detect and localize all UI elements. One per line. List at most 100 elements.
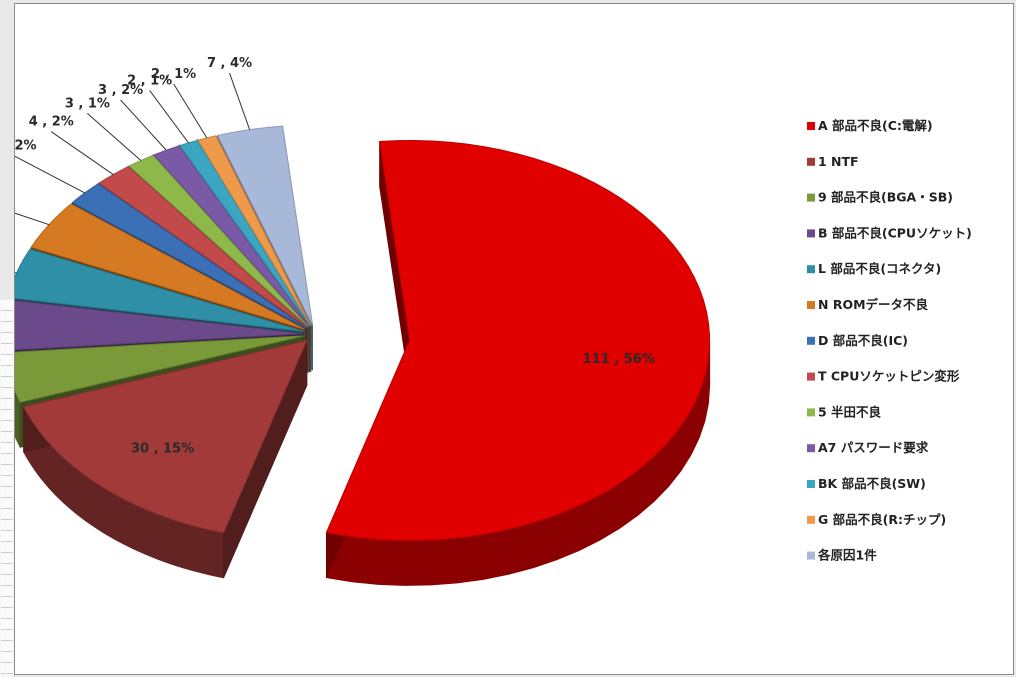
pie-slice — [179, 139, 311, 327]
spreadsheet-cell — [1, 542, 13, 553]
legend-item: 1 NTF — [818, 154, 859, 169]
spreadsheet-cell — [1, 355, 13, 366]
legend-swatch — [807, 480, 815, 488]
spreadsheet-cell — [1, 476, 13, 487]
data-label: 3 , 2% — [98, 83, 143, 98]
legend-swatch — [807, 122, 815, 130]
spreadsheet-cell — [1, 311, 13, 322]
data-label: 4 , 2% — [15, 139, 37, 154]
label-leader-line — [15, 272, 17, 274]
spreadsheet-cell — [1, 421, 13, 432]
spreadsheet-cell — [1, 410, 13, 421]
spreadsheet-cell — [1, 564, 13, 575]
data-label-line: 2 , 1% — [127, 73, 172, 88]
data-label-line: 7 , 4% — [207, 56, 252, 71]
legend-item: T CPUソケットピン変形 — [818, 369, 960, 384]
spreadsheet-cell — [1, 377, 13, 388]
legend-item: A7 パスワード要求 — [818, 440, 929, 455]
data-label-line: 3 , 2% — [98, 83, 143, 98]
data-label: 7 , 4% — [207, 56, 252, 71]
label-leader-line — [229, 72, 251, 130]
label-leader-line — [120, 99, 167, 151]
spreadsheet-cell — [1, 531, 13, 542]
spreadsheet-cell — [1, 366, 13, 377]
legend-item: 9 部品不良(BGA・SB) — [818, 190, 953, 205]
legend-swatch — [807, 336, 815, 345]
legend-swatch — [807, 157, 815, 166]
legend-item: 各原因1件 — [817, 548, 877, 563]
legend-swatch — [807, 551, 815, 560]
pie-chart: 111 , 56%30 , 15%8 , 4%8 , 4%8 ,4%8 , 4%… — [15, 56, 972, 586]
data-label-line: 111 , 56% — [583, 352, 655, 367]
data-label: 2 , 1% — [127, 73, 172, 88]
spreadsheet-cell — [1, 388, 13, 399]
spreadsheet-cell — [1, 641, 13, 652]
label-leader-line — [173, 83, 208, 139]
data-label: 111 , 56% — [583, 352, 655, 367]
data-label-line: 4 , 2% — [15, 139, 37, 154]
legend: A 部品不良(C:電解) 1 NTF 9 部品不良(BGA・SB) B 部品不良(CP… — [807, 118, 972, 563]
legend-item: L 部品不良(コネクタ) — [818, 261, 941, 276]
pie-slice — [22, 339, 308, 534]
spreadsheet-cell — [1, 454, 13, 465]
legend-item: 5 半田不良 — [818, 404, 882, 419]
data-label: 30 , 15% — [131, 441, 194, 456]
legend-item: A 部品不良(C:電解) — [818, 118, 933, 133]
legend-item: B 部品不良(CPUソケット) — [818, 225, 972, 240]
data-label-line: 2 , 1% — [151, 67, 196, 82]
spreadsheet-cell — [1, 498, 13, 509]
spreadsheet-cell — [1, 608, 13, 619]
label-leader-line — [15, 155, 86, 194]
data-labels: 111 , 56%30 , 15%8 , 4%8 , 4%8 ,4%8 , 4%… — [15, 56, 655, 456]
spreadsheet-cell — [1, 663, 13, 674]
spreadsheet-cell — [1, 520, 13, 531]
pie-tops — [15, 125, 711, 541]
spreadsheet-cell — [1, 300, 13, 311]
legend-swatch — [807, 372, 815, 381]
spreadsheet-cell — [1, 509, 13, 520]
data-label-line: 30 , 15% — [131, 441, 194, 456]
legend-swatch — [807, 301, 815, 309]
data-label-line: 3 , 1% — [65, 96, 110, 111]
spreadsheet-cell — [1, 487, 13, 498]
data-label: 2 , 1% — [151, 67, 196, 82]
spreadsheet-cell — [1, 432, 13, 443]
spreadsheet-cell — [1, 399, 13, 410]
legend-item: BK 部品不良(SW) — [818, 476, 926, 491]
legend-swatch — [807, 444, 815, 453]
spreadsheet-cell — [1, 553, 13, 564]
label-leader-line — [15, 212, 50, 226]
pie-slice — [197, 135, 312, 326]
spreadsheet-cell — [1, 630, 13, 641]
pie-slice — [30, 203, 306, 330]
pie-slice-side — [15, 390, 21, 448]
spreadsheet-cell — [1, 597, 13, 608]
label-leader-line — [149, 90, 189, 144]
legend-swatch — [807, 515, 815, 524]
legend-item: G 部品不良(R:チップ) — [818, 512, 946, 527]
data-label: 4 , 2% — [29, 115, 74, 130]
chart-frame: 111 , 56%30 , 15%8 , 4%8 , 4%8 ,4%8 , 4%… — [14, 3, 1014, 675]
legend-item: N ROMデータ不良 — [818, 297, 929, 312]
legend-swatch — [807, 229, 815, 238]
data-label: 3 , 1% — [65, 96, 110, 111]
pie-slice — [325, 139, 711, 541]
background-spreadsheet-edge — [0, 300, 15, 677]
legend-swatch — [807, 193, 815, 202]
spreadsheet-cell — [1, 619, 13, 630]
label-leader-line — [50, 131, 114, 175]
pie-slice — [15, 300, 304, 351]
spreadsheet-cell — [1, 465, 13, 476]
label-leader-line — [87, 113, 142, 161]
data-label-line: 4 , 2% — [29, 115, 74, 130]
legend-item: D 部品不良(IC) — [818, 333, 908, 348]
legend-swatch — [807, 408, 815, 417]
spreadsheet-cell — [1, 344, 13, 355]
spreadsheet-cell — [1, 586, 13, 597]
spreadsheet-cell — [1, 333, 13, 344]
spreadsheet-cell — [1, 652, 13, 663]
spreadsheet-cell — [1, 322, 13, 333]
spreadsheet-cell — [1, 575, 13, 586]
legend-swatch — [807, 265, 815, 274]
pie-slice — [15, 335, 304, 403]
